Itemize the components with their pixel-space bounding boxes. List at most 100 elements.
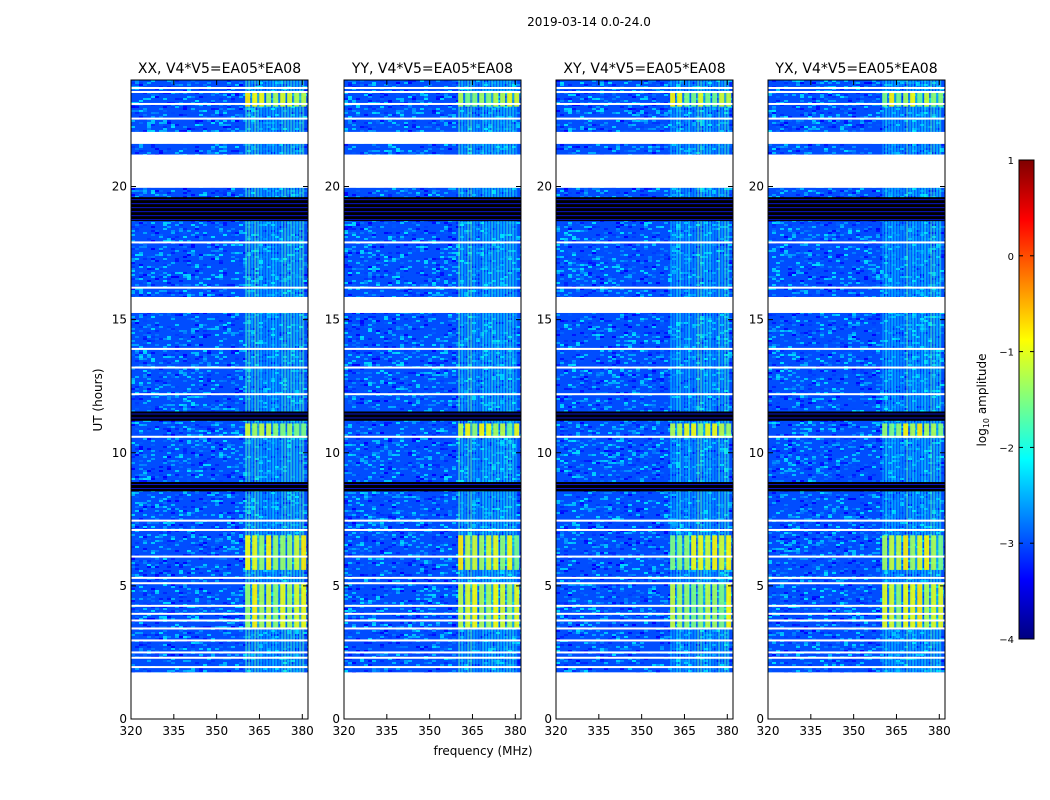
noise-pixel [203, 590, 207, 592]
noise-pixel [219, 578, 223, 580]
noise-pixel [143, 326, 147, 328]
noise-pixel [223, 146, 227, 148]
noise-pixel [163, 560, 167, 562]
noise-pixel [151, 256, 155, 258]
noise-pixel [191, 404, 195, 406]
noise-pixel [155, 388, 159, 390]
noise-pixel [167, 238, 171, 240]
noise-pixel [219, 516, 223, 518]
noise-pixel [171, 404, 175, 406]
noise-pixel [131, 380, 135, 382]
noise-pixel [167, 616, 171, 618]
noise-pixel [191, 442, 195, 444]
noise-pixel [211, 192, 215, 194]
noise-pixel [171, 662, 175, 664]
noise-pixel [243, 614, 247, 616]
noise-pixel [151, 192, 155, 194]
noise-pixel [167, 398, 171, 400]
noise-pixel [255, 580, 259, 582]
rfi-burst [287, 423, 293, 439]
noise-pixel [179, 440, 183, 442]
noise-pixel [215, 408, 219, 410]
noise-pixel [195, 510, 199, 512]
noise-pixel [211, 608, 215, 610]
noise-pixel [195, 590, 199, 592]
noise-pixel [143, 616, 147, 618]
noise-pixel [235, 432, 239, 434]
rfi-burst [273, 535, 279, 570]
noise-pixel [223, 268, 227, 270]
noise-pixel [163, 228, 167, 230]
noise-pixel [279, 294, 283, 296]
noise-pixel [279, 390, 283, 392]
noise-pixel [219, 290, 223, 292]
noise-pixel [219, 92, 223, 94]
noise-pixel [231, 256, 235, 258]
noise-pixel [352, 80, 356, 82]
noise-pixel [211, 592, 215, 594]
noise-pixel [219, 124, 223, 126]
noise-pixel [243, 316, 247, 318]
noise-pixel [235, 226, 239, 228]
noise-pixel [147, 566, 151, 568]
noise-pixel [231, 532, 235, 534]
noise-pixel [291, 562, 295, 564]
y-tick-label: 10 [112, 446, 127, 460]
noise-pixel [231, 320, 235, 322]
noise-pixel [291, 398, 295, 400]
noise-pixel [215, 494, 219, 496]
rfi-channel [287, 80, 290, 673]
noise-pixel [163, 616, 167, 618]
noise-pixel [223, 630, 227, 632]
noise-pixel [167, 88, 171, 90]
noise-pixel [187, 458, 191, 460]
noise-pixel [255, 458, 259, 460]
noise-pixel [223, 642, 227, 644]
noise-pixel [139, 264, 143, 266]
noise-pixel [239, 560, 243, 562]
noise-pixel [235, 664, 239, 666]
noise-pixel [227, 610, 231, 612]
noise-pixel [348, 80, 352, 82]
noise-pixel [199, 626, 203, 628]
noise-pixel [227, 188, 231, 190]
noise-pixel [195, 122, 199, 124]
noise-pixel [159, 190, 163, 192]
noise-pixel [171, 548, 175, 550]
noise-pixel [163, 526, 167, 528]
noise-pixel [223, 150, 227, 152]
noise-pixel [219, 352, 223, 354]
noise-pixel [179, 586, 183, 588]
noise-pixel [151, 240, 155, 242]
noise-pixel [195, 492, 199, 494]
noise-pixel [207, 606, 211, 608]
noise-pixel [191, 428, 195, 430]
noise-pixel [279, 516, 283, 518]
noise-pixel [171, 80, 175, 82]
noise-pixel [155, 260, 159, 262]
noise-pixel [171, 420, 175, 422]
noise-pixel [187, 514, 191, 516]
noise-pixel [191, 614, 195, 616]
noise-pixel [187, 470, 191, 472]
noise-pixel [231, 542, 235, 544]
noise-pixel [303, 454, 307, 456]
noise-pixel [291, 504, 295, 506]
noise-pixel [179, 462, 183, 464]
noise-pixel [131, 608, 135, 610]
noise-pixel [179, 420, 183, 422]
noise-pixel [171, 294, 175, 296]
noise-pixel [175, 550, 179, 552]
noise-pixel [227, 538, 231, 540]
noise-pixel [163, 222, 167, 224]
noise-pixel [155, 278, 159, 280]
noise-pixel [147, 274, 151, 276]
noise-pixel [223, 332, 227, 334]
noise-pixel [167, 148, 171, 150]
noise-pixel [199, 550, 203, 552]
noise-pixel [267, 250, 271, 252]
noise-pixel [131, 332, 135, 334]
noise-pixel [195, 254, 199, 256]
noise-pixel [155, 566, 159, 568]
noise-pixel [147, 650, 151, 652]
